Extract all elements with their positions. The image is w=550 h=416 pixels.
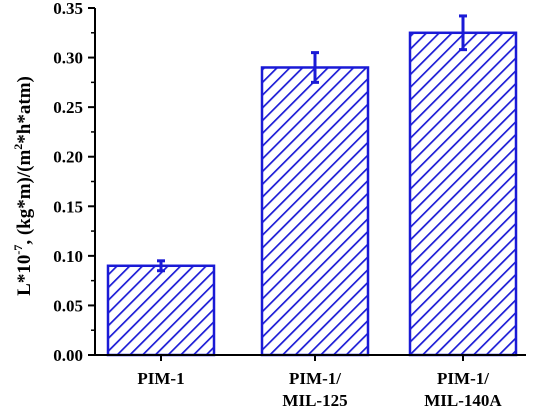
y-tick-label: 0.00 — [53, 346, 83, 365]
y-tick-label: 0.30 — [53, 49, 83, 68]
x-tick-label: PIM-1/MIL-125 — [282, 369, 347, 410]
bar-1 — [106, 264, 216, 357]
bar-3 — [408, 31, 518, 357]
x-tick-labels: PIM-1 PIM-1/MIL-125 PIM-1/MIL-140A — [137, 369, 502, 410]
y-tick-label: 0.25 — [53, 98, 83, 117]
error-bar-1 — [157, 259, 165, 273]
error-bar-3 — [459, 14, 467, 52]
y-tick-labels: 0.00 0.05 0.10 0.15 0.20 0.25 0.30 0.35 — [53, 0, 83, 365]
x-tick-label: PIM-1/MIL-140A — [424, 369, 502, 410]
y-tick-label: 0.35 — [53, 0, 83, 18]
y-tick-label: 0.15 — [53, 197, 83, 216]
y-tick-label: 0.05 — [53, 296, 83, 315]
y-axis-label: L*10-7, (kg*m)/(m2*h*atm) — [11, 76, 35, 296]
error-bar-2 — [311, 51, 319, 84]
y-tick-label: 0.10 — [53, 247, 83, 266]
y-tick-label: 0.20 — [53, 148, 83, 167]
bar-2 — [260, 66, 370, 357]
x-tick-label: PIM-1 — [137, 369, 184, 388]
axes-layer — [88, 7, 526, 361]
error-bars-layer — [157, 14, 467, 273]
